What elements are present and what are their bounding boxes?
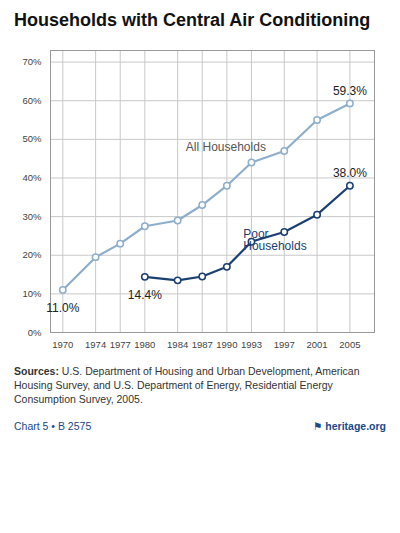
svg-text:70%: 70%: [22, 56, 42, 67]
html-text:Households with Central Air Co: Households with Central Air Conditioning: [14, 10, 371, 30]
svg-text:1987: 1987: [192, 339, 213, 350]
svg-text:0%: 0%: [28, 326, 42, 337]
html-text:Sources: U.S. Department of Ho: Sources: U.S. Department of Housing and …: [14, 364, 360, 405]
svg-text:2001: 2001: [307, 339, 328, 350]
svg-text:1980: 1980: [134, 339, 155, 350]
html-text:⚑ heritage.org: ⚑ heritage.org: [313, 420, 386, 433]
svg-text:All Households: All Households: [186, 140, 266, 154]
svg-text:14.4%: 14.4%: [128, 288, 162, 302]
svg-text:59.3%: 59.3%: [333, 84, 367, 98]
svg-text:38.0%: 38.0%: [333, 166, 367, 180]
svg-text:1977: 1977: [110, 339, 131, 350]
svg-text:30%: 30%: [22, 210, 42, 221]
svg-text:20%: 20%: [22, 249, 42, 260]
svg-text:1993: 1993: [241, 339, 262, 350]
svg-text:1984: 1984: [167, 339, 188, 350]
svg-text:11.0%: 11.0%: [46, 301, 79, 315]
svg-text:50%: 50%: [22, 133, 42, 144]
svg-text:2005: 2005: [339, 339, 360, 350]
html-text:Chart 5 • B 2575: Chart 5 • B 2575: [14, 420, 92, 433]
svg-text:10%: 10%: [22, 288, 42, 299]
svg-text:1990: 1990: [216, 339, 237, 350]
svg-text:60%: 60%: [22, 94, 42, 105]
svg-text:1997: 1997: [274, 339, 295, 350]
svg-text:40%: 40%: [22, 172, 42, 183]
svg-text:1970: 1970: [52, 339, 73, 350]
svg-text:PoorHouseholds: PoorHouseholds: [243, 226, 306, 252]
svg-text:1974: 1974: [85, 339, 106, 350]
